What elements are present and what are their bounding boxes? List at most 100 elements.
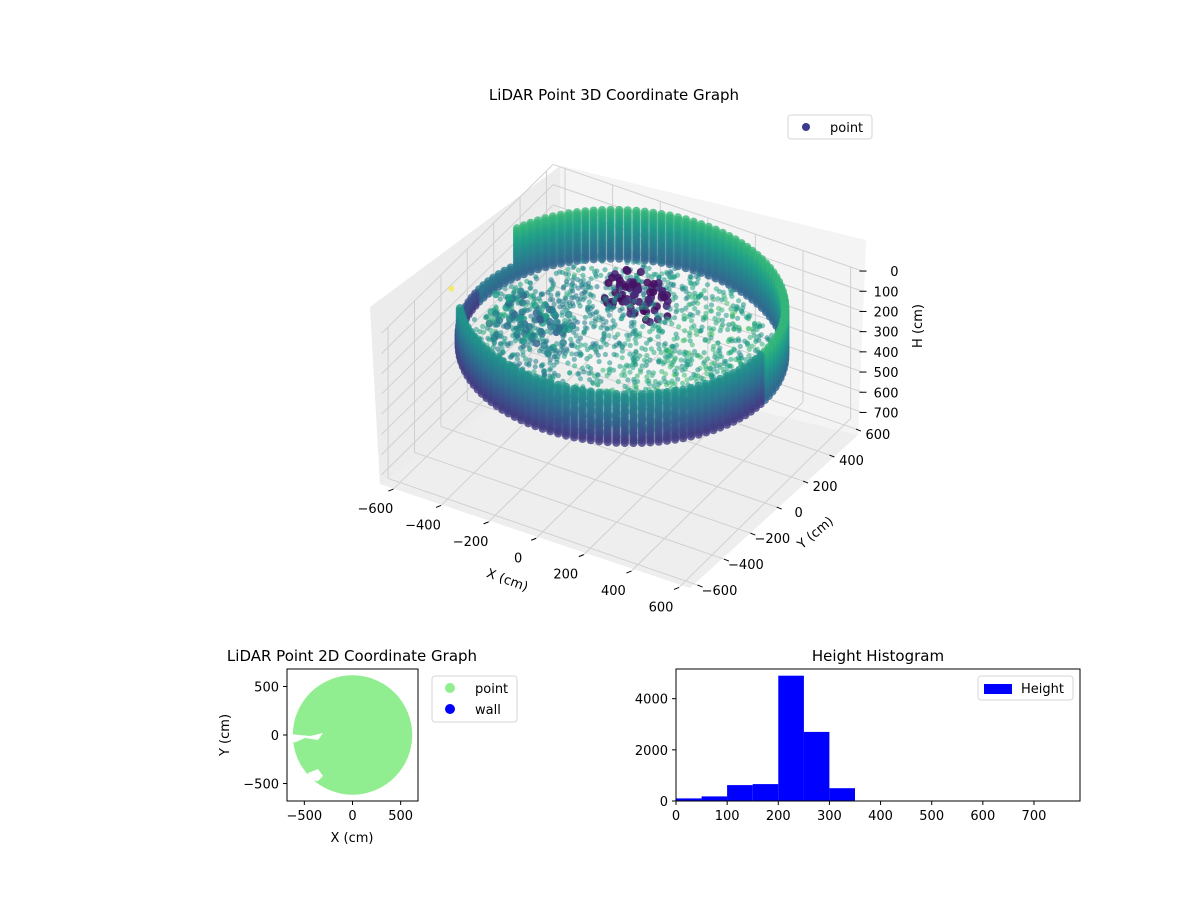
data-point-3d	[631, 313, 637, 319]
data-point-3d	[640, 256, 649, 265]
data-point-3d	[636, 268, 645, 276]
data-point-3d	[575, 285, 581, 291]
data-point-3d	[593, 273, 599, 280]
data-point-3d	[555, 373, 561, 379]
data-point-3d	[526, 362, 532, 368]
data-point-3d	[709, 294, 715, 300]
data-point-3d	[526, 267, 535, 276]
data-point-3d	[502, 285, 508, 292]
data-point-3d	[514, 295, 520, 301]
data-point-3d	[517, 415, 526, 425]
data-point-3d	[553, 330, 559, 336]
data-point-3d	[719, 297, 725, 303]
histogram-bar	[676, 798, 702, 801]
data-point-3d	[535, 309, 541, 316]
data-point-3d	[599, 316, 606, 322]
y-tick-mark-3d	[829, 454, 835, 458]
data-point-3d	[733, 324, 739, 330]
data-point-3d	[582, 342, 588, 348]
x-tick-label-2d: 0	[348, 809, 356, 824]
data-point-3d	[708, 335, 714, 341]
legend-3d: point	[787, 114, 873, 140]
y-tick-label-histogram: 2000	[635, 744, 668, 759]
data-point-3d	[604, 279, 613, 287]
data-point-3d	[633, 348, 639, 354]
histogram-bar	[778, 675, 804, 801]
data-point-3d	[610, 318, 616, 324]
data-point-3d	[673, 331, 679, 337]
data-point-3d	[588, 344, 594, 351]
data-point-3d	[624, 260, 630, 266]
data-point-3d	[688, 318, 695, 324]
data-point-3d	[672, 315, 678, 321]
data-point-3d	[725, 326, 731, 333]
data-point-3d	[646, 381, 652, 387]
data-point-3d	[661, 277, 667, 283]
data-point-3d	[599, 258, 605, 264]
data-point-3d	[571, 356, 577, 362]
data-point-3d	[505, 313, 511, 319]
data-point-3d	[757, 323, 763, 329]
data-point-3d	[555, 290, 561, 296]
data-point-3d	[684, 377, 690, 383]
y-tick-label-2d: 0	[271, 729, 279, 744]
data-point-3d	[615, 276, 624, 285]
data-point-3d	[554, 341, 560, 347]
data-point-3d	[728, 356, 734, 362]
data-point-3d	[616, 292, 623, 298]
data-point-3d	[720, 322, 726, 328]
data-point-3d	[575, 345, 581, 351]
data-point-3d	[619, 348, 626, 354]
data-point-3d	[527, 347, 533, 353]
x-axis-label-2d: X (cm)	[331, 831, 374, 846]
data-point-3d	[548, 260, 558, 270]
data-point-3d	[656, 258, 662, 264]
data-point-3d	[704, 282, 711, 288]
data-point-3d	[627, 332, 633, 338]
data-point-3d	[710, 346, 716, 353]
data-point-3d	[522, 326, 530, 334]
data-point-3d	[718, 277, 727, 286]
data-point-3d	[727, 287, 734, 293]
data-point-3d	[658, 350, 664, 356]
data-point-3d	[644, 295, 653, 304]
grid-line-floor	[678, 418, 851, 588]
data-point-3d	[662, 436, 672, 445]
data-point-3d	[633, 340, 639, 346]
data-point-3d	[556, 350, 563, 356]
data-point-3d	[497, 333, 503, 339]
data-point-3d	[538, 292, 545, 298]
data-point-3d	[498, 341, 504, 347]
data-point-3d	[670, 282, 676, 288]
data-point-3d	[565, 360, 571, 366]
data-point-3d	[563, 279, 570, 285]
data-point-3d	[692, 306, 698, 312]
data-point-3d	[602, 351, 609, 358]
outlier-point-3d	[448, 285, 455, 292]
data-point-3d	[756, 333, 762, 339]
data-point-3d	[722, 361, 728, 367]
legend-box-3d	[787, 114, 873, 140]
y-axis-label-2d: Y (cm)	[218, 714, 233, 757]
axes-frame-histogram	[675, 668, 1081, 802]
data-point-3d	[551, 301, 557, 307]
data-point-3d	[697, 328, 703, 334]
data-point-3d	[586, 435, 595, 445]
data-point-3d	[545, 289, 551, 295]
data-point-3d	[569, 282, 575, 288]
data-point-3d	[729, 314, 736, 320]
data-point-3d	[701, 428, 711, 437]
data-point-3d	[671, 274, 678, 280]
histogram-bar	[752, 784, 779, 801]
data-point-3d	[689, 342, 695, 348]
data-point-3d	[577, 303, 583, 309]
data-point-3d	[541, 368, 547, 374]
data-point-3d	[656, 255, 662, 261]
data-point-3d	[672, 348, 678, 354]
x-tick-label-3d: 600	[649, 600, 674, 615]
data-point-3d	[544, 303, 550, 309]
x-ticks-3d: −600 −400 −200 0 200 400 600	[358, 488, 680, 615]
data-point-3d	[575, 338, 581, 344]
data-point-3d	[492, 322, 498, 328]
data-point-3d	[532, 325, 538, 331]
